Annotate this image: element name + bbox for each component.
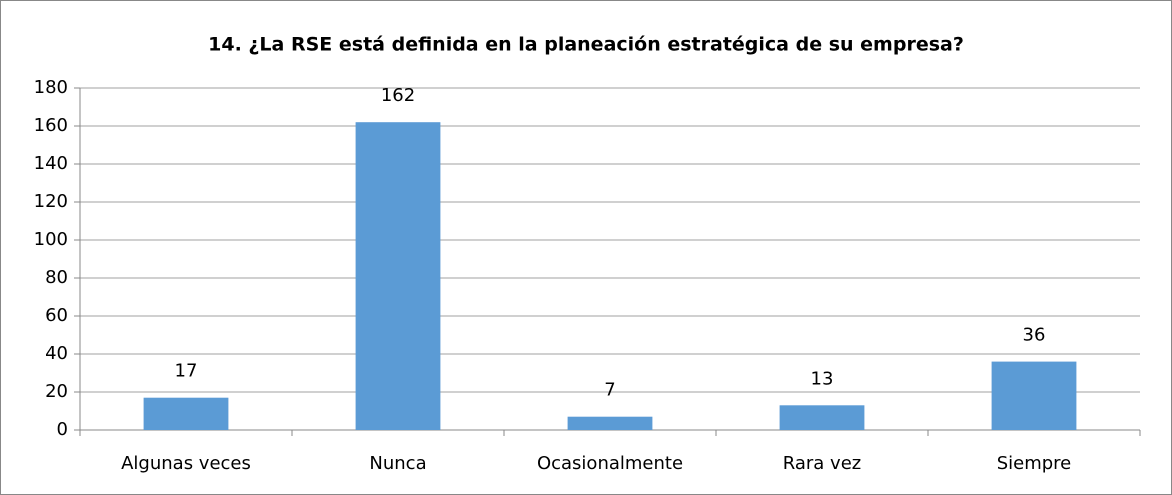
y-tick-label: 0 <box>57 419 68 440</box>
data-label: 17 <box>175 361 198 382</box>
y-tick-label: 100 <box>34 229 68 250</box>
y-tick-label: 60 <box>45 305 68 326</box>
x-tick-label: Nunca <box>369 453 426 474</box>
bar <box>779 405 865 430</box>
y-tick-label: 180 <box>34 77 68 98</box>
x-tick-label: Siempre <box>997 453 1072 474</box>
y-tick-label: 20 <box>45 381 68 402</box>
chart-title: 14. ¿La RSE está definida en la planeaci… <box>208 34 964 56</box>
bar <box>355 122 441 430</box>
y-tick-label: 160 <box>34 115 68 136</box>
data-label: 7 <box>604 380 615 401</box>
data-label: 13 <box>811 368 834 389</box>
data-label: 162 <box>381 85 415 106</box>
y-tick-label: 40 <box>45 343 68 364</box>
data-label: 36 <box>1023 325 1046 346</box>
bar <box>991 361 1077 430</box>
y-tick-label: 80 <box>45 267 68 288</box>
bar <box>567 416 653 430</box>
y-tick-label: 140 <box>34 153 68 174</box>
y-tick-label: 120 <box>34 191 68 212</box>
bar <box>143 397 229 430</box>
x-tick-label: Algunas veces <box>121 453 251 474</box>
x-tick-label: Rara vez <box>783 453 861 474</box>
x-tick-label: Ocasionalmente <box>537 453 683 474</box>
